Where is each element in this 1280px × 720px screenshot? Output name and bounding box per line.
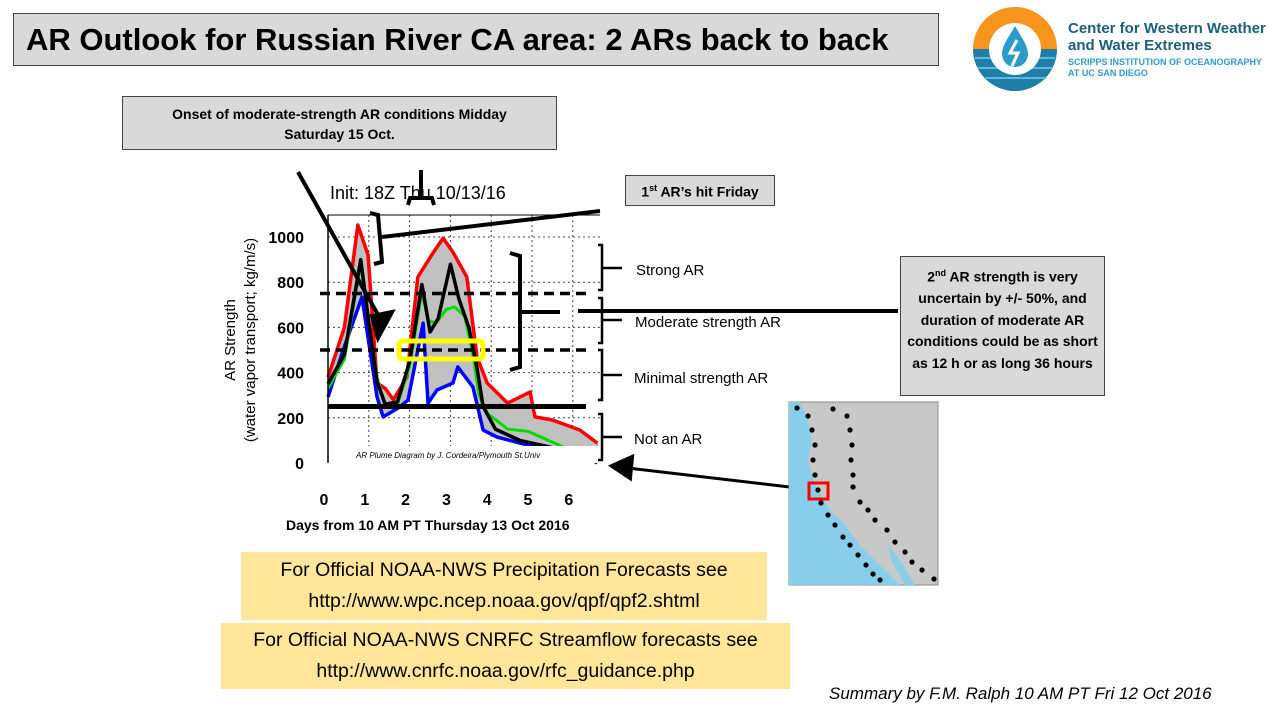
first-ar-bracket [369, 209, 601, 266]
y-axis-label-units: (water vapor transport; kg/m/s) [242, 238, 259, 442]
ar-track-dot [805, 413, 811, 419]
ar-track-dot [848, 457, 854, 463]
onset-arrow-line [296, 171, 384, 323]
top-bracket [406, 170, 436, 206]
streamflow-link[interactable]: http://www.cnrfc.noaa.gov/rfc_guidance.p… [316, 660, 695, 682]
y-tick-label: 400 [277, 366, 304, 383]
y-tick-label: 0 [295, 456, 304, 473]
second-ar-sup: nd [935, 268, 947, 278]
ar-track-dot [931, 576, 937, 582]
label-not-ar: Not an AR [634, 431, 703, 448]
first-ar-text: AR’s hit Friday [657, 183, 759, 200]
logo-line-3: SCRIPPS INSTITUTION OF OCEANOGRAPHY [1068, 57, 1263, 67]
second-ar-text: AR strength is very uncertain by +/- 50%… [907, 268, 1098, 371]
y-tick-label: 200 [277, 411, 304, 428]
logo [972, 6, 1058, 92]
annotations [296, 170, 898, 492]
x-axis-label: Days from 10 AM PT Thursday 13 Oct 2016 [286, 517, 570, 533]
location-map [788, 401, 939, 586]
ar-track-dot [840, 534, 846, 540]
y-tick-label: 1000 [268, 230, 304, 247]
label-minimal-ar: Minimal strength AR [634, 370, 769, 387]
y-tick-label: 800 [277, 275, 304, 292]
ar-track-dot [902, 549, 908, 555]
ar-track-dot [850, 472, 856, 478]
precip-forecast-note: For Official NOAA-NWS Precipitation Fore… [241, 552, 767, 620]
ar-track-dot [832, 522, 838, 528]
first-ar-callout: 1st AR’s hit Friday [625, 175, 775, 206]
ar-track-dot [865, 507, 871, 513]
logo-subtitle: SCRIPPS INSTITUTION OF OCEANOGRAPHY AT UC… [1068, 57, 1262, 79]
ar-track-dot [849, 442, 855, 448]
series-line-min [326, 295, 599, 465]
x-tick-label: 1 [360, 492, 369, 509]
second-ar-num: 2 [927, 268, 936, 285]
ar-track-dot [884, 527, 890, 533]
series-line-control [326, 257, 594, 461]
second-ar-bracket [509, 251, 560, 372]
location-arrow-line [627, 466, 816, 492]
label-moderate-ar: Moderate strength AR [635, 314, 781, 331]
logo-name: Center for Western Weather and Water Extr… [1068, 20, 1266, 54]
onset-highlight-box [396, 338, 486, 362]
ar-track-dot [855, 552, 861, 558]
ar-track-dot [818, 500, 824, 506]
x-tick-label: 4 [483, 492, 492, 509]
russian-river-marker [807, 481, 830, 501]
logo-line-4: AT UC SAN DIEGO [1068, 68, 1148, 78]
y-tick-label: 600 [277, 320, 304, 337]
precip-link[interactable]: http://www.wpc.ncep.noaa.gov/qpf/qpf2.sh… [308, 590, 700, 612]
ar-track-dot [870, 571, 876, 577]
logo-line-2: and Water Extremes [1068, 37, 1212, 54]
category-brackets [598, 243, 622, 462]
ar-track-dot [847, 427, 853, 433]
ar-track-dot [877, 577, 883, 583]
ar-track-dot [830, 406, 836, 412]
ar-track-dot [850, 484, 856, 490]
ar-track-dot [810, 457, 816, 463]
ar-track-dot [825, 512, 831, 518]
x-tick-label: 2 [401, 492, 410, 509]
onset-line-1: Onset of moderate-strength AR conditions… [172, 106, 507, 122]
onset-callout: Onset of moderate-strength AR conditions… [122, 96, 557, 150]
ar-track-dot [794, 405, 800, 411]
onset-line-2: Saturday 15 Oct. [284, 126, 395, 142]
x-tick-label: 6 [564, 492, 573, 509]
chart-init-title: Init: 18Z Thu 10/13/16 [330, 183, 506, 203]
x-tick-label: 5 [524, 492, 533, 509]
ar-track-dot [919, 567, 925, 573]
cw3e-logo-icon [973, 7, 1057, 91]
precip-line-1: For Official NOAA-NWS Precipitation Fore… [280, 559, 728, 581]
ar-track-dot [909, 559, 915, 565]
credit-background [350, 446, 602, 463]
logo-line-1: Center for Western Weather [1068, 20, 1266, 37]
first-ar-num: 1 [641, 183, 650, 200]
streamflow-forecast-note: For Official NOAA-NWS CNRFC Streamflow f… [221, 623, 790, 689]
ar-track-dot [815, 487, 821, 493]
first-ar-sup: st [649, 183, 658, 193]
ar-track-dot [812, 442, 818, 448]
x-tick-label: 3 [442, 492, 451, 509]
ar-track-dot [809, 427, 815, 433]
location-arrowhead-icon [607, 453, 635, 482]
ar-track-dot [857, 499, 863, 505]
stream-line-1: For Official NOAA-NWS CNRFC Streamflow f… [253, 629, 758, 651]
chart-credit: AR Plume Diagram by J. Cordeira/Plymouth… [355, 451, 541, 460]
ar-track-dot [863, 562, 869, 568]
label-strong-ar: Strong AR [636, 262, 705, 279]
onset-arrowhead-icon [369, 309, 396, 344]
ar-track-dot [812, 472, 818, 478]
summary-credit: Summary by F.M. Ralph 10 AM PT Fri 12 Oc… [829, 684, 1212, 703]
ar-track-dot [844, 413, 850, 419]
ar-track-dot [847, 542, 853, 548]
ar-track-dot [892, 539, 898, 545]
ar-track-dot [872, 517, 878, 523]
second-ar-callout: 2nd AR strength is very uncertain by +/-… [900, 256, 1105, 396]
y-axis-label: AR Strength [222, 299, 239, 381]
x-tick-label: 0 [320, 492, 329, 509]
slide-title: AR Outlook for Russian River CA area: 2 … [13, 13, 939, 66]
